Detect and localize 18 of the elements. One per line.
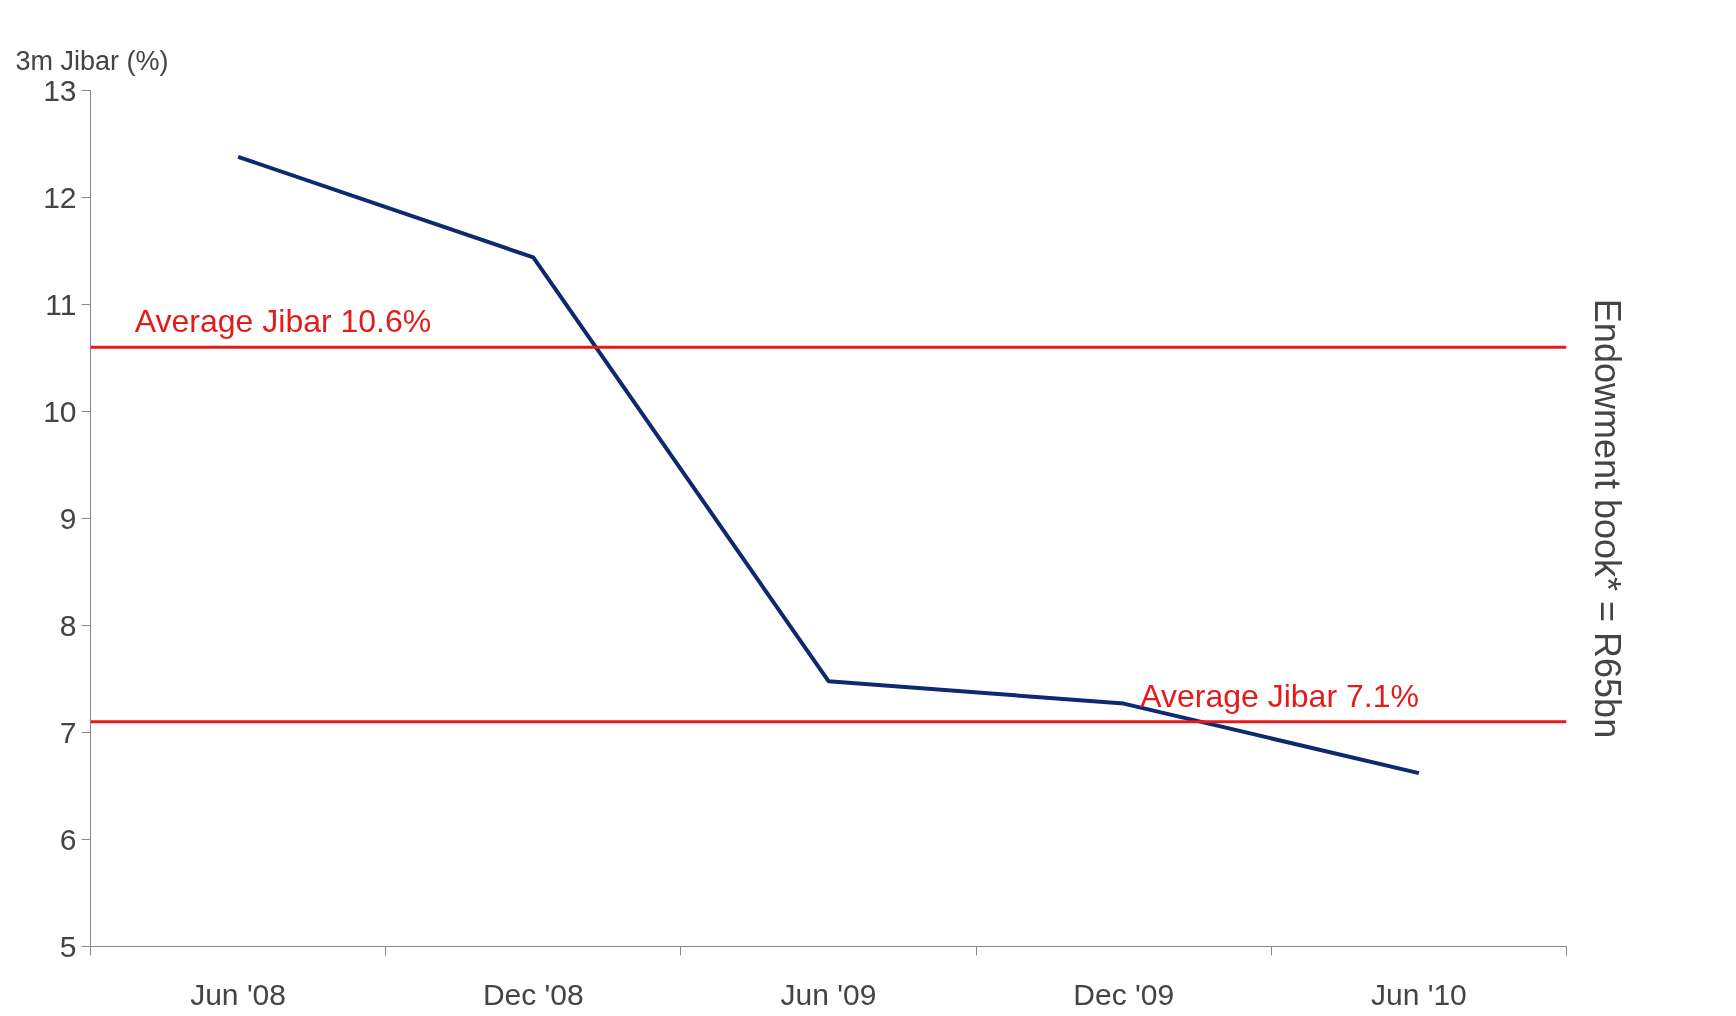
y-tick-label: 7 (59, 715, 77, 749)
y-tick-label: 8 (59, 608, 77, 642)
y-tick-label: 12 (43, 180, 77, 214)
x-tick-label: Dec '08 (482, 977, 584, 1011)
x-tick-label: Jun '08 (190, 977, 287, 1011)
y-tick-label: 13 (43, 73, 77, 107)
y-axis-title: 3m Jibar (%) (15, 45, 169, 76)
y-tick-label: 9 (59, 501, 77, 535)
x-tick-label: Jun '09 (780, 977, 877, 1011)
ref-line-label: Average Jibar 10.6% (134, 303, 432, 340)
text: Endowment book* = R65bn (1586, 298, 1628, 739)
x-tick-label: Jun '10 (1371, 977, 1467, 1011)
y-tick-label: 6 (59, 822, 77, 856)
x-tick-label: Dec '09 (1073, 977, 1175, 1011)
ref-line-label: Average Jibar 7.1% (1140, 677, 1419, 714)
y-tick-label: 11 (45, 287, 77, 321)
y-tick-label: 5 (59, 929, 77, 963)
y-tick-label: 10 (43, 394, 77, 428)
